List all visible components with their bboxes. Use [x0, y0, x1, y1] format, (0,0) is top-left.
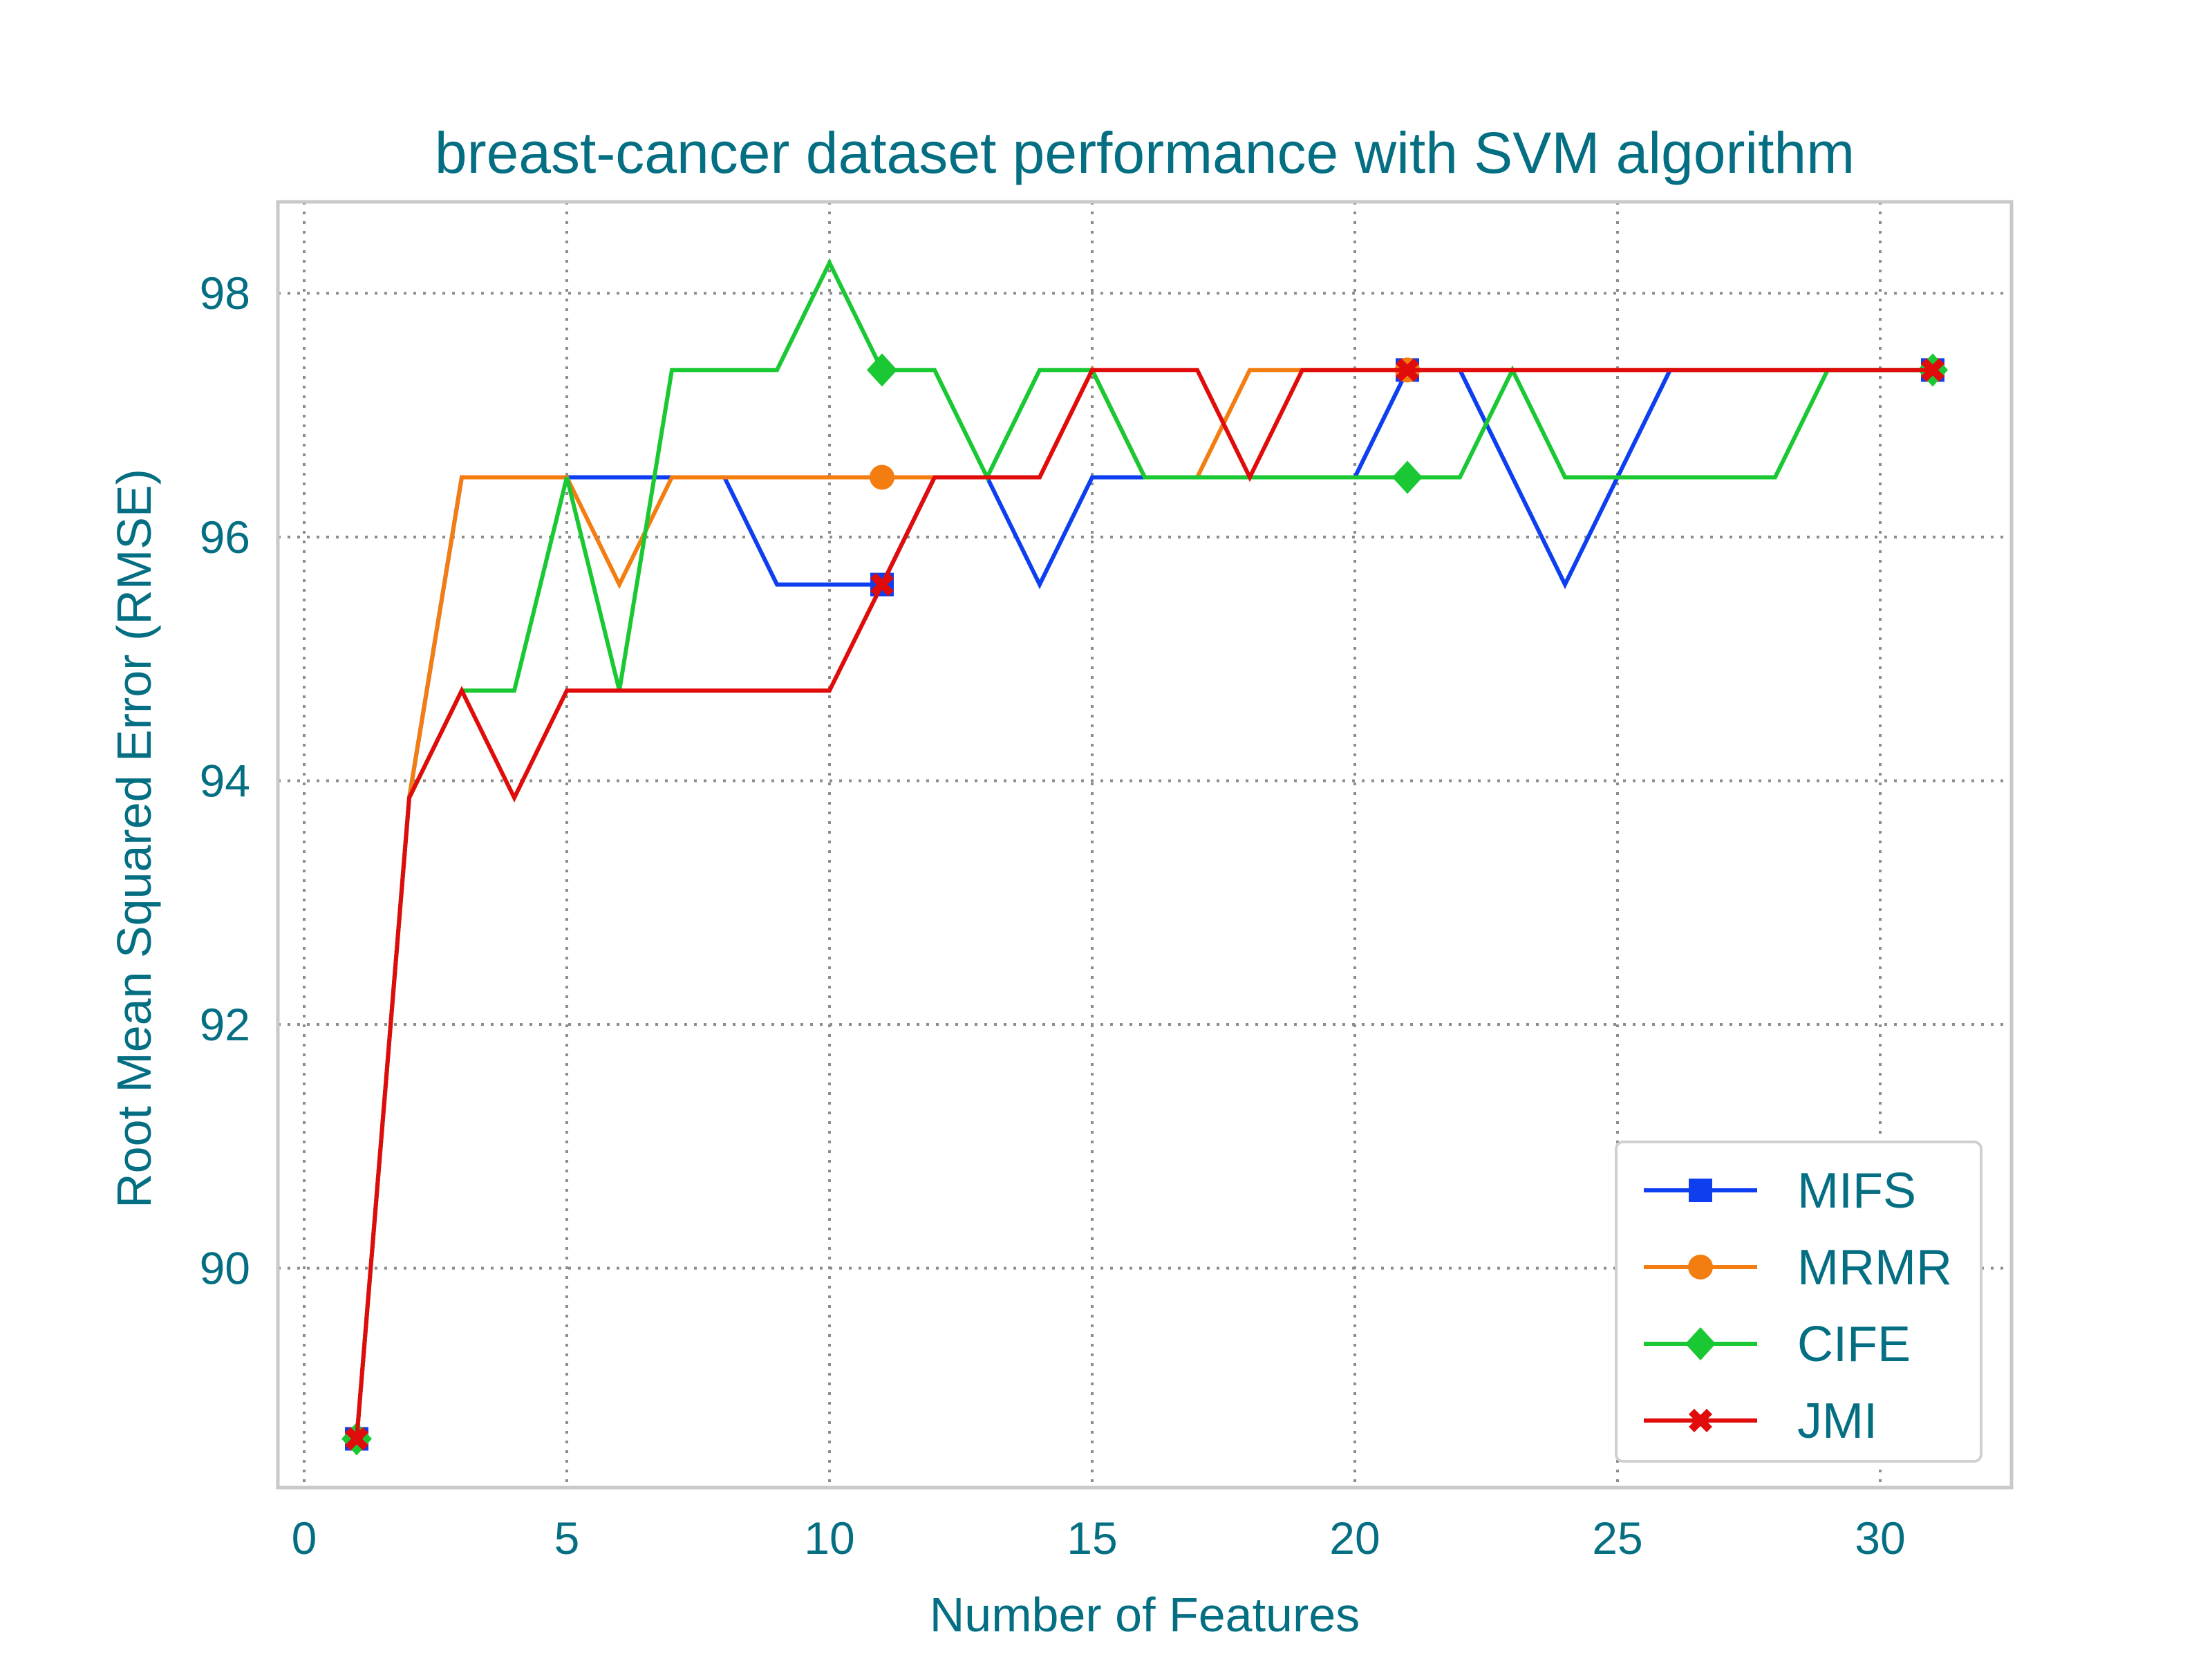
x-axis-label: Number of Features — [930, 1588, 1360, 1642]
legend-marker-cife — [1685, 1327, 1716, 1360]
x-tick-label: 30 — [1855, 1512, 1905, 1564]
legend-box — [1615, 1141, 1983, 1463]
chart-title: breast-cancer dataset performance with S… — [435, 120, 1855, 185]
data-point-jmi — [1396, 358, 1419, 382]
plot-frame — [276, 200, 2014, 1490]
legend-item-mifs: MIFS — [1644, 1163, 1916, 1219]
legend-marker-jmi — [1689, 1409, 1712, 1432]
legend-marker-mrmr — [1688, 1255, 1713, 1280]
data-point-jmi — [1921, 358, 1944, 382]
data-point-mrmr — [870, 465, 894, 490]
x-tick-label: 15 — [1067, 1512, 1117, 1564]
x-tick-label: 25 — [1592, 1512, 1642, 1564]
legend-label: CIFE — [1797, 1317, 1911, 1372]
legend-label: JMI — [1797, 1394, 1877, 1449]
y-tick-label: 90 — [200, 1243, 250, 1294]
legend-item-cife: CIFE — [1644, 1317, 1911, 1372]
legend: MIFS MRMR CIFE JMI — [1615, 1141, 1983, 1463]
data-point-jmi — [870, 572, 894, 597]
legend-label: MIFS — [1797, 1163, 1916, 1219]
legend-label: MRMR — [1797, 1240, 1952, 1295]
data-point-jmi — [345, 1427, 368, 1451]
data-point-cife — [867, 353, 897, 387]
series-layer — [341, 258, 1948, 1456]
y-tick-label: 98 — [200, 268, 250, 319]
y-tick-label: 96 — [200, 512, 250, 563]
y-tick-label: 92 — [200, 999, 250, 1050]
series-line-jmi — [355, 368, 1933, 1439]
y-axis-label: Root Mean Squared Error (RMSE) — [107, 469, 161, 1208]
legend-marker-mifs — [1689, 1179, 1712, 1202]
series-jmi — [345, 358, 1944, 1451]
legend-item-jmi: JMI — [1644, 1394, 1877, 1449]
x-tick-label: 5 — [554, 1512, 580, 1564]
x-tick-label: 0 — [292, 1512, 317, 1564]
y-tick-label: 94 — [200, 755, 250, 806]
tick-labels: 0 5 10 15 20 25 30 90 92 94 96 98 — [200, 268, 1906, 1564]
data-point-cife — [1392, 460, 1423, 494]
legend-item-mrmr: MRMR — [1644, 1240, 1952, 1295]
x-tick-label: 20 — [1329, 1512, 1380, 1564]
x-tick-label: 10 — [804, 1512, 854, 1564]
